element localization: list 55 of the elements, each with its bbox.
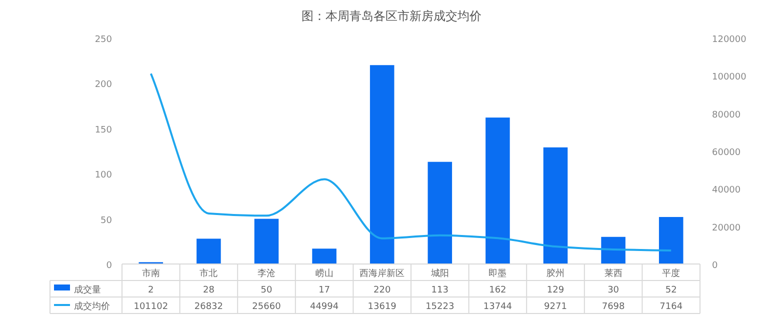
y-tick-label: 100: [94, 170, 112, 181]
data-label: 26832: [194, 302, 224, 312]
data-label: 50: [260, 286, 272, 296]
y2-tick-label: 40000: [712, 186, 741, 196]
data-label: 13619: [368, 302, 397, 312]
legend-label: 成交量: [74, 284, 101, 296]
data-label: 7698: [602, 302, 626, 312]
data-label: 129: [546, 286, 564, 296]
x-tick-label: 崂山: [315, 268, 334, 279]
bar: [196, 238, 221, 264]
data-label: 2: [148, 286, 154, 296]
data-label: 9271: [544, 302, 567, 312]
y2-tick-label: 100000: [712, 72, 747, 83]
data-label: 52: [665, 286, 677, 296]
y2-tick-label: 120000: [712, 35, 747, 45]
data-label: 13744: [483, 302, 512, 312]
bar: [543, 147, 568, 264]
y-tick-label: 150: [94, 125, 112, 136]
x-tick-label: 即墨: [488, 268, 507, 279]
bar: [312, 248, 336, 264]
bar: [486, 118, 510, 264]
data-label: 17: [318, 286, 330, 296]
chart-title: 图：本周青岛各区市新房成交均价: [302, 9, 482, 23]
bar: [601, 236, 626, 264]
y-tick-label: 0: [106, 261, 112, 271]
data-label: 101102: [134, 302, 168, 312]
y2-tick-label: 60000: [712, 148, 741, 158]
x-tick-label: 李沧: [258, 268, 276, 279]
x-tick-label: 西海岸新区: [360, 268, 405, 279]
data-label: 25660: [252, 302, 282, 312]
legend-label: 成交均价: [74, 301, 110, 312]
y-tick-label: 50: [100, 216, 112, 226]
data-label: 162: [489, 286, 506, 296]
bar: [370, 65, 394, 264]
data-label: 113: [431, 286, 448, 296]
bar: [428, 162, 452, 264]
bar: [254, 218, 279, 264]
data-label: 15223: [426, 302, 454, 312]
x-tick-label: 莱西: [604, 268, 622, 279]
x-tick-label: 城阳: [430, 268, 449, 279]
data-label: 220: [374, 286, 391, 296]
data-label: 7164: [660, 302, 683, 312]
x-tick-label: 胶州: [546, 268, 564, 279]
x-tick-label: 市南: [142, 268, 160, 279]
y2-tick-label: 80000: [712, 110, 741, 120]
data-label: 30: [608, 286, 620, 296]
y2-tick-label: 0: [712, 261, 718, 271]
x-tick-label: 平度: [662, 268, 680, 279]
data-label: 28: [202, 286, 215, 296]
y2-tick-label: 20000: [712, 223, 741, 234]
x-tick-label: 市北: [200, 268, 218, 279]
bar: [658, 216, 684, 264]
y-tick-label: 250: [94, 35, 112, 45]
data-label: 44994: [310, 302, 339, 312]
y-tick-label: 200: [94, 80, 112, 90]
